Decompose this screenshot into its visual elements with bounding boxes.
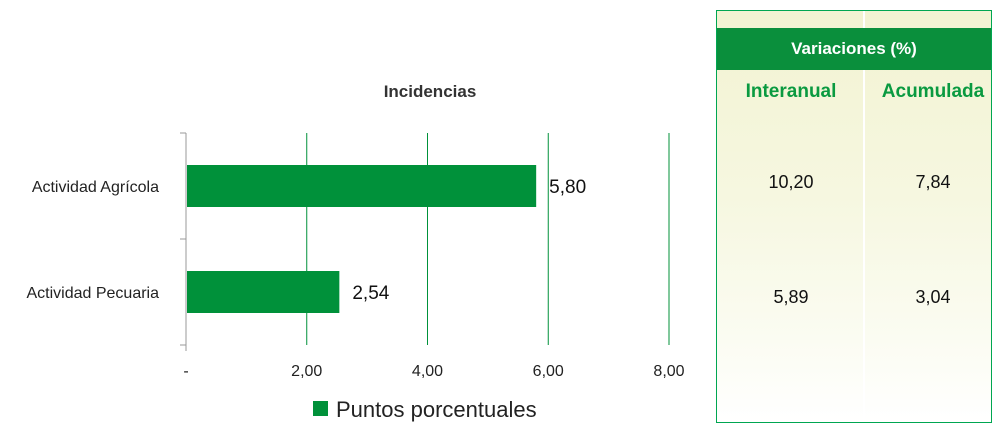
pecuaria-interanual-value: 5,89 (773, 287, 809, 307)
variations-header: Variaciones (%) (717, 28, 991, 70)
category-label: Actividad Pecuaria (26, 285, 159, 302)
x-tick-label: 8,00 (653, 363, 684, 380)
x-tick-label: - (183, 363, 188, 380)
bar (187, 271, 340, 313)
variations-panel: Variaciones (%) Interanual Acumulada 10,… (716, 10, 992, 423)
bar (187, 165, 537, 207)
column-divider (863, 11, 865, 422)
category-label: Actividad Agrícola (32, 179, 159, 196)
legend-label: Puntos porcentuales (336, 397, 537, 422)
chart-title: Incidencias (384, 82, 477, 101)
x-tick-label: 2,00 (291, 363, 322, 380)
pecuaria-acumulada-value: 3,04 (915, 287, 951, 307)
data-label: 5,80 (549, 177, 586, 198)
agricola-acumulada-value: 7,84 (915, 172, 951, 192)
incidencias-chart: Incidencias Actividad Agrícola 5,80 Activi… (26, 82, 684, 422)
data-label: 2,54 (352, 283, 389, 304)
agricola-interanual-value: 10,20 (768, 172, 814, 192)
acumulada-column-title: Acumulada (881, 81, 985, 102)
x-tick-label: 4,00 (412, 363, 443, 380)
x-tick-label: 6,00 (533, 363, 564, 380)
interanual-column-title: Interanual (745, 81, 837, 102)
legend-swatch (313, 401, 328, 416)
